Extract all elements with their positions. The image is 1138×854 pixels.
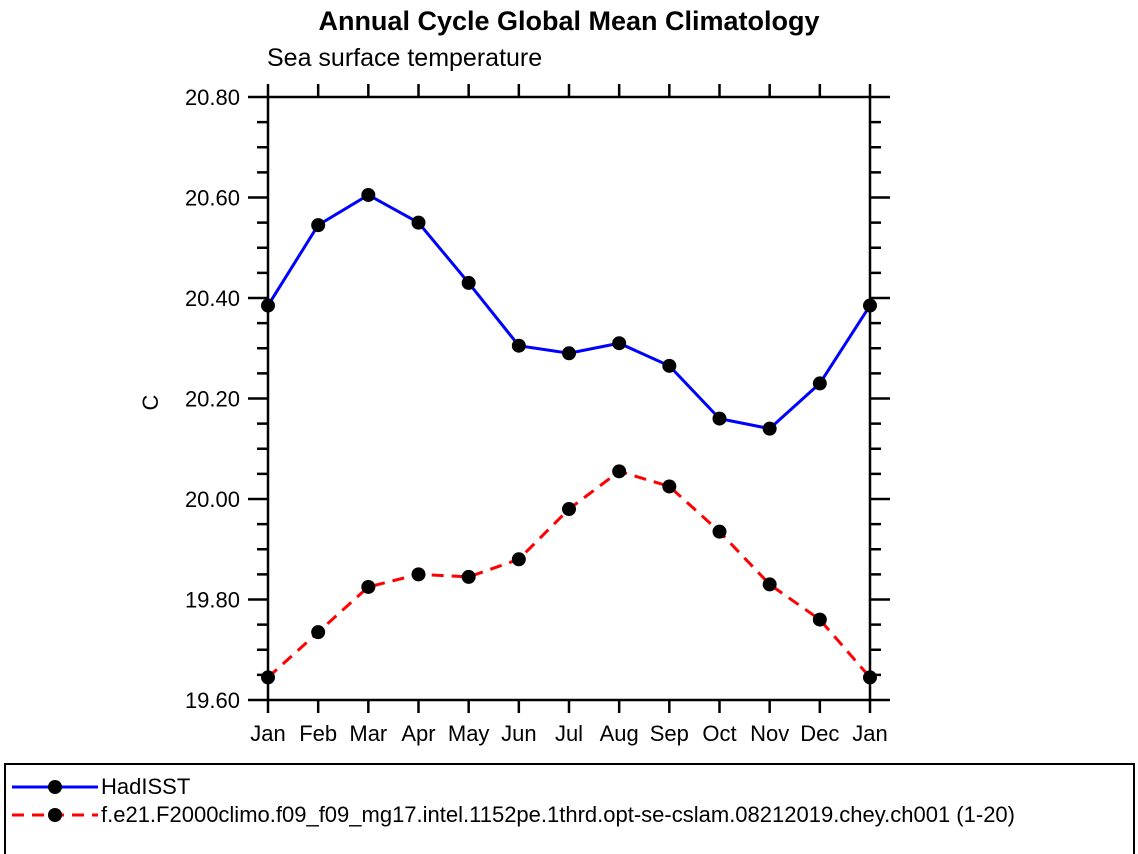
data-point-marker-series-0 [612, 336, 627, 351]
x-axis-tick-label: Jul [555, 721, 583, 746]
legend-label-hadisst: HadISST [101, 774, 191, 799]
data-point-marker-series-1 [261, 670, 275, 685]
data-point-marker-series-0 [662, 358, 677, 373]
legend-item-hadisst: HadISST [9, 773, 1133, 801]
chart-plot-area: Jan Feb Mar Apr May Jun Jul Aug Sep Oct Nov Dec Jan 1… [138, 84, 890, 746]
x-axis-tick-label: May [448, 721, 490, 746]
legend-label-model: f.e21.F2000climo.f09_f09_mg17.intel.1152… [101, 802, 1015, 827]
data-point-marker-series-1 [812, 612, 827, 627]
y-axis-tick-label: 19.60 [185, 688, 240, 713]
y-axis-tick-label: 20.80 [185, 85, 240, 110]
y-axis-tick-label: 20.40 [185, 286, 240, 311]
x-axis-tick-label: Nov [750, 721, 789, 746]
data-point-marker-series-1 [511, 552, 526, 567]
x-axis-tick-label: Jan [250, 721, 285, 746]
data-point-marker-series-1 [863, 670, 877, 685]
y-axis-label: C [138, 394, 163, 410]
chart-title: Annual Cycle Global Mean Climatology [318, 6, 820, 36]
data-point-marker-series-1 [461, 569, 476, 584]
data-point-marker-series-1 [612, 464, 627, 479]
y-axis-tick-label: 20.60 [185, 186, 240, 211]
x-axis-tick-label: Mar [349, 721, 387, 746]
chart-subtitle: Sea surface temperature [267, 44, 543, 72]
axis-frame [266, 95, 872, 702]
data-point-marker-series-1 [712, 524, 727, 539]
y-axis-tick-label: 19.80 [185, 588, 240, 613]
x-axis-tick-label: Jun [501, 721, 536, 746]
y-axis-tick-label: 20.00 [185, 487, 240, 512]
x-axis-tick-label: Feb [299, 721, 337, 746]
data-point-marker-series-0 [712, 411, 727, 426]
data-point-marker-series-0 [311, 218, 326, 233]
legend-box: HadISST f.e21.F2000climo.f09_f09_mg17.in… [4, 763, 1135, 854]
series-line-0 [266, 193, 872, 431]
x-axis-tick-label: Dec [800, 721, 839, 746]
data-point-marker-series-0 [361, 187, 376, 202]
legend-item-model: f.e21.F2000climo.f09_f09_mg17.intel.1152… [9, 801, 1133, 829]
data-point-marker-series-1 [762, 577, 777, 592]
data-point-marker-series-1 [562, 502, 576, 517]
y-axis-tick-label: 20.20 [185, 387, 240, 412]
data-point-marker-series-1 [662, 479, 677, 494]
data-point-marker-series-1 [411, 567, 426, 582]
data-point-marker-series-1 [311, 625, 326, 640]
x-axis-tick-label: Apr [401, 721, 435, 746]
x-axis-tick-label: Jan [852, 721, 887, 746]
data-point-marker-series-0 [562, 346, 576, 361]
data-point-marker-series-1 [361, 579, 376, 594]
x-axis-tick-label: Sep [650, 721, 689, 746]
data-point-marker-series-0 [762, 421, 777, 436]
legend-sample-solid-line-icon [12, 780, 98, 794]
data-point-marker-series-0 [863, 298, 877, 313]
x-axis-tick-label: Aug [600, 721, 639, 746]
data-point-marker-series-0 [461, 275, 476, 290]
data-point-marker-series-0 [812, 376, 827, 391]
data-point-marker-series-0 [261, 298, 275, 313]
data-point-marker-series-0 [511, 338, 526, 353]
x-axis-tick-label: Oct [702, 721, 736, 746]
legend-sample-dashed-line-icon [12, 808, 98, 822]
data-point-marker-series-0 [411, 215, 426, 230]
